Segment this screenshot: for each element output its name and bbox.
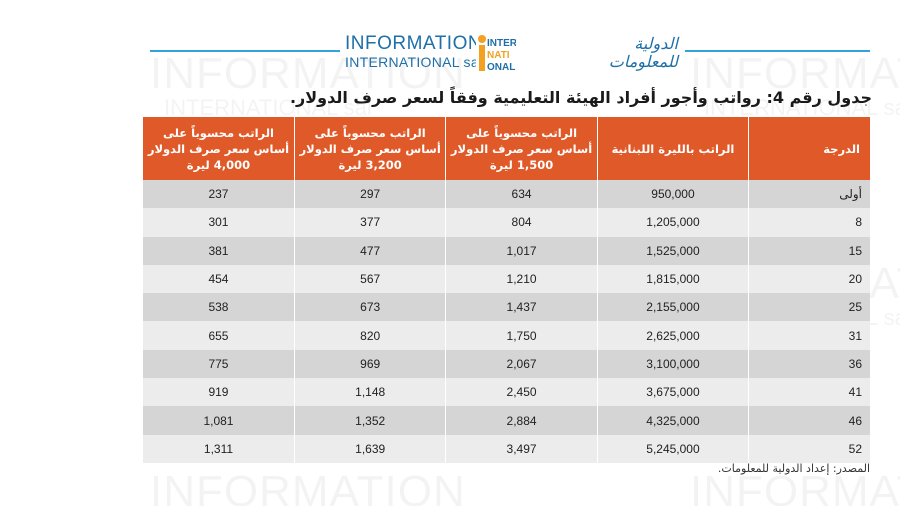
salary-3200-cell: 1,639: [293, 434, 446, 463]
salary-1500-cell: 634: [445, 180, 598, 209]
page-title: جدول رقم 4: رواتب وأجور أفراد الهيئة الت…: [289, 88, 872, 107]
grade-cell: 52: [748, 434, 870, 463]
logo-text-arabic: الدولية للمعلومات: [608, 34, 678, 71]
table-row: 46 4,325,000 2,884 1,352 1,081: [143, 406, 870, 435]
header-rule-right: [685, 50, 870, 52]
salary-4000-cell: 919: [143, 378, 295, 407]
salary-4000-cell: 301: [143, 208, 295, 237]
watermark: INFORMATION: [150, 470, 466, 506]
table-row: 36 3,100,000 2,067 969 775: [143, 349, 870, 379]
grade-cell: 31: [748, 321, 870, 350]
salary-4000-cell: 655: [143, 321, 295, 350]
salary-lbp-cell: 2,155,000: [596, 293, 749, 322]
table-row: 31 2,625,000 1,750 820 655: [143, 321, 870, 350]
salary-lbp-cell: 3,675,000: [596, 378, 749, 407]
column-header-salary-4000: الراتب محسوباً على أساس سعر صرف الدولار …: [143, 117, 295, 180]
svg-text:ONAL: ONAL: [487, 62, 515, 73]
salary-3200-cell: 1,148: [293, 378, 446, 407]
header-rule-left: [150, 50, 340, 52]
watermark: INFORMATION: [690, 470, 900, 506]
salary-4000-cell: 775: [143, 349, 295, 379]
salary-lbp-cell: 3,100,000: [596, 349, 749, 379]
column-header-salary-lbp: الراتب بالليرة اللبنانية: [596, 117, 749, 180]
company-logo: INFORMATION INTERNATIONAL sal INTER NATI…: [345, 33, 685, 73]
grade-cell: 36: [748, 349, 870, 379]
column-header-salary-1500: الراتب محسوباً على أساس سعر صرف الدولار …: [445, 117, 598, 180]
salary-table: الدرجة الراتب بالليرة اللبنانية الراتب م…: [143, 117, 870, 463]
salary-1500-cell: 1,210: [445, 264, 598, 294]
svg-text:NATI: NATI: [487, 50, 510, 61]
salary-4000-cell: 237: [143, 180, 295, 209]
salary-1500-cell: 2,450: [445, 378, 598, 407]
salary-1500-cell: 2,067: [445, 349, 598, 379]
salary-4000-cell: 454: [143, 264, 295, 294]
grade-cell: أولى: [748, 180, 870, 209]
salary-3200-cell: 297: [293, 180, 446, 209]
table-row: أولى 950,000 634 297 237: [143, 180, 870, 209]
grade-cell: 8: [748, 208, 870, 237]
table-row: 20 1,815,000 1,210 567 454: [143, 264, 870, 294]
logo-text-english: INFORMATION INTERNATIONAL sal: [345, 33, 483, 70]
salary-lbp-cell: 5,245,000: [596, 434, 749, 463]
column-header-grade: الدرجة: [748, 117, 870, 180]
salary-3200-cell: 567: [293, 264, 446, 294]
salary-1500-cell: 2,884: [445, 406, 598, 435]
table-row: 8 1,205,000 804 377 301: [143, 208, 870, 237]
salary-3200-cell: 673: [293, 293, 446, 322]
salary-3200-cell: 1,352: [293, 406, 446, 435]
grade-cell: 46: [748, 406, 870, 435]
salary-lbp-cell: 1,205,000: [596, 208, 749, 237]
svg-text:INTER: INTER: [487, 38, 516, 49]
salary-lbp-cell: 1,525,000: [596, 236, 749, 265]
salary-lbp-cell: 1,815,000: [596, 264, 749, 294]
grade-cell: 25: [748, 293, 870, 322]
logo-mark-icon: INTER NATI ONAL: [476, 33, 516, 73]
salary-1500-cell: 1,437: [445, 293, 598, 322]
table-row: 52 5,245,000 3,497 1,639 1,311: [143, 434, 870, 463]
salary-3200-cell: 969: [293, 349, 446, 379]
table-row: 25 2,155,000 1,437 673 538: [143, 293, 870, 322]
salary-4000-cell: 538: [143, 293, 295, 322]
salary-1500-cell: 804: [445, 208, 598, 237]
salary-1500-cell: 1,017: [445, 236, 598, 265]
column-header-salary-3200: الراتب محسوباً على أساس سعر صرف الدولار …: [293, 117, 446, 180]
grade-cell: 41: [748, 378, 870, 407]
table-row: 41 3,675,000 2,450 1,148 919: [143, 378, 870, 407]
source-note: المصدر: إعداد الدولية للمعلومات.: [717, 462, 870, 475]
salary-lbp-cell: 950,000: [596, 180, 749, 209]
salary-3200-cell: 477: [293, 236, 446, 265]
table-header-row: الدرجة الراتب بالليرة اللبنانية الراتب م…: [143, 117, 870, 180]
salary-lbp-cell: 2,625,000: [596, 321, 749, 350]
watermark: INFORMATION INTERNATIONAL sal: [690, 52, 900, 120]
salary-4000-cell: 381: [143, 236, 295, 265]
grade-cell: 15: [748, 236, 870, 265]
salary-4000-cell: 1,081: [143, 406, 295, 435]
salary-1500-cell: 1,750: [445, 321, 598, 350]
salary-4000-cell: 1,311: [143, 434, 295, 463]
salary-3200-cell: 377: [293, 208, 446, 237]
salary-3200-cell: 820: [293, 321, 446, 350]
salary-1500-cell: 3,497: [445, 434, 598, 463]
salary-lbp-cell: 4,325,000: [596, 406, 749, 435]
grade-cell: 20: [748, 264, 870, 294]
table-row: 15 1,525,000 1,017 477 381: [143, 236, 870, 265]
